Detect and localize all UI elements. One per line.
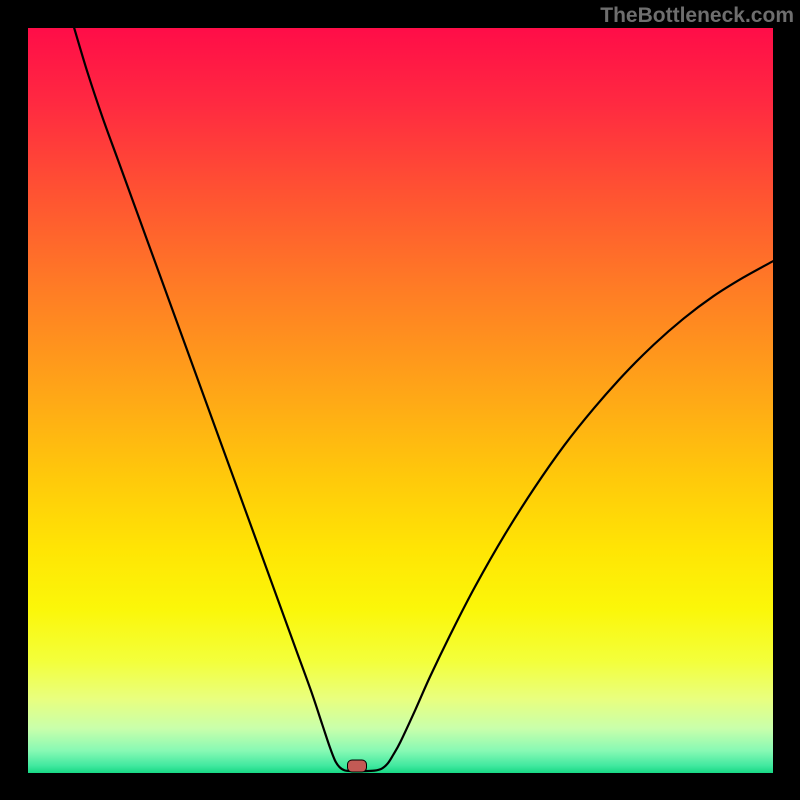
chart-frame: TheBottleneck.com (0, 0, 800, 800)
watermark-text: TheBottleneck.com (600, 4, 794, 28)
plot-area (28, 28, 773, 773)
curve-layer (28, 28, 773, 773)
bottleneck-curve (74, 28, 773, 771)
optimum-marker (347, 760, 367, 773)
